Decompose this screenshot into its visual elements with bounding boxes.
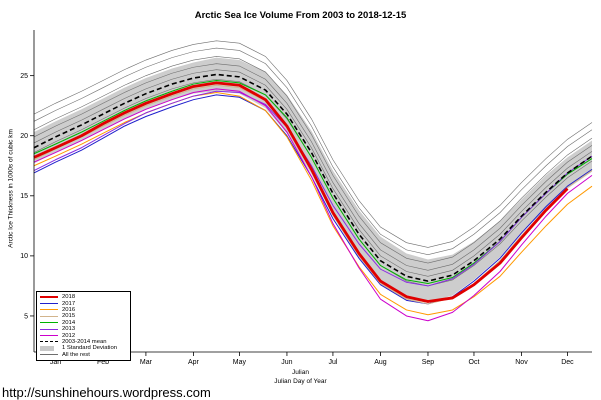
- y-tick-label: 25: [20, 73, 28, 80]
- x-tick-label: Jul: [328, 359, 337, 366]
- series-line-2013: [33, 90, 593, 287]
- legend-swatch: [40, 335, 58, 337]
- y-tick-label: 5: [24, 313, 28, 320]
- y-tick-label: 20: [20, 133, 28, 140]
- series-line-2016: [33, 91, 593, 316]
- legend-swatch: [40, 322, 58, 324]
- legend-label: All the rest: [62, 351, 90, 358]
- x-tick-label: May: [233, 359, 247, 366]
- legend-item-std-deviation: 1 Standard Deviation: [40, 345, 127, 351]
- legend-item-2012: 2012: [40, 332, 127, 339]
- x-tick-label: Nov: [515, 359, 528, 366]
- legend-item-2014: 2014: [40, 320, 127, 326]
- x-tick-label: Feb: [97, 359, 109, 366]
- y-tick-label: 10: [20, 253, 28, 260]
- series-line-2018: [33, 81, 569, 303]
- x-tick-label: Jun: [281, 359, 292, 366]
- legend-swatch: [40, 345, 58, 351]
- legend-label: 2018: [62, 294, 76, 301]
- rest-year-line: [33, 69, 593, 277]
- x-tick-label: Aug: [374, 359, 387, 366]
- legend-item-all-the-rest: All the rest: [40, 352, 127, 358]
- series-line-2012: [33, 88, 593, 322]
- legend-label: 1 Standard Deviation: [62, 345, 118, 352]
- legend-label: 2012: [62, 332, 76, 339]
- legend-label: 2003-2014 mean: [62, 338, 107, 345]
- legend-swatch: [40, 354, 58, 356]
- legend-item-2018: 2018: [40, 294, 127, 300]
- legend-swatch: [40, 309, 58, 311]
- legend-swatch: [40, 296, 58, 299]
- legend-label: 2013: [62, 326, 76, 333]
- x-tick-label: Dec: [561, 359, 574, 366]
- legend-item-2013: 2013: [40, 326, 127, 332]
- legend-swatch: [40, 328, 58, 330]
- legend-swatch: [40, 315, 58, 317]
- chart-title: Arctic Sea Ice Volume From 2003 to 2018-…: [194, 10, 407, 21]
- legend-item-2016: 2016: [40, 307, 127, 313]
- x-tick-label: Oct: [469, 359, 480, 366]
- legend-swatch: [40, 341, 58, 343]
- x-tick-label: Mar: [140, 359, 153, 366]
- chart-legend: 2018 2017 2016 2015 2014 2013 2012 2003-2014 me…: [36, 291, 131, 361]
- legend-label: 2014: [62, 319, 76, 326]
- legend-swatch: [40, 303, 58, 305]
- x-axis-label-line2: Julian Day of Year: [274, 378, 327, 385]
- rest-year-line: [33, 40, 593, 248]
- legend-item-2017: 2017: [40, 300, 127, 307]
- rest-year-line: [33, 63, 593, 271]
- legend-label: 2017: [62, 300, 76, 307]
- legend-label: 2015: [62, 313, 76, 320]
- x-axis-label-line1: Julian: [292, 369, 309, 376]
- x-tick-label: Sep: [422, 359, 435, 366]
- y-tick-label: 15: [20, 193, 28, 200]
- footer-url[interactable]: http://sunshinehours.wordpress.com: [2, 385, 211, 400]
- legend-item-2003-2014-mean: 2003-2014 mean: [40, 339, 127, 345]
- x-tick-label: Jan: [50, 359, 61, 366]
- x-tick-label: Apr: [188, 359, 200, 366]
- series-line-2003-2014-mean: [33, 73, 593, 282]
- legend-item-2015: 2015: [40, 313, 127, 319]
- rest-year-line: [33, 47, 593, 255]
- rest-year-line: [33, 56, 593, 264]
- legend-label: 2016: [62, 306, 76, 313]
